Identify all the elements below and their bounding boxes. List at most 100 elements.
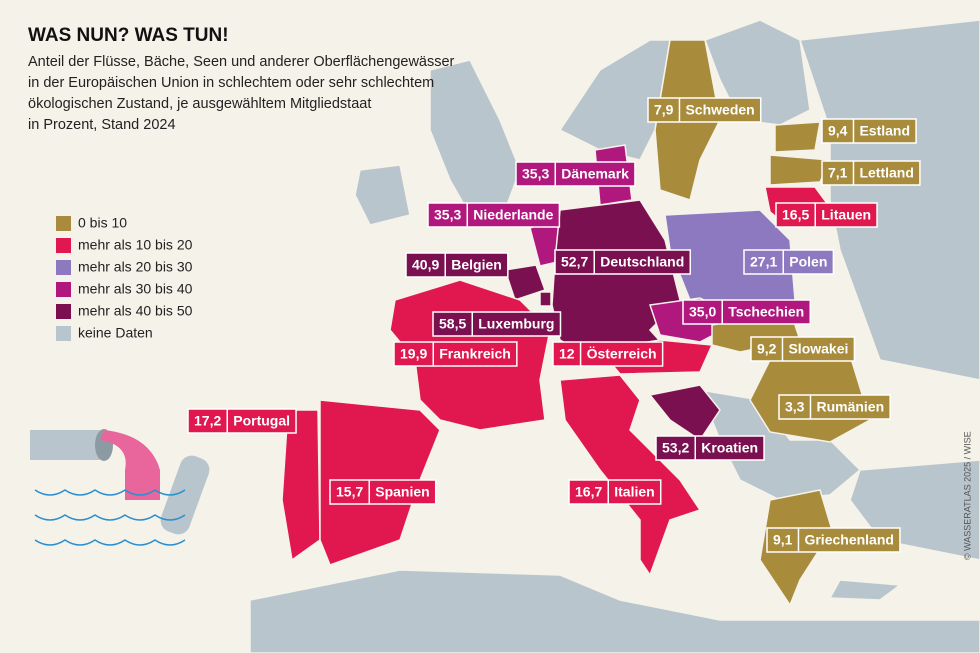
value-label: 40,9 — [412, 257, 439, 273]
subtitle-line: ökologischen Zustand, je ausgewähltem Mi… — [28, 96, 371, 112]
land-no-data — [249, 19, 980, 653]
legend-swatch — [56, 260, 71, 275]
value-label: 16,5 — [782, 207, 809, 223]
value-label: 15,7 — [336, 484, 363, 500]
label-box — [821, 118, 917, 144]
country-label: 17,2 Portugal — [187, 408, 297, 434]
label-box — [766, 527, 901, 553]
legend-swatch — [56, 326, 71, 341]
country-label: 53,2 Kroatien — [655, 435, 765, 461]
title: WAS NUN? WAS TUN! — [28, 25, 229, 46]
illustration — [30, 429, 210, 546]
label-box — [187, 408, 297, 434]
country-name: Litauen — [821, 207, 871, 223]
country-name: Schweden — [685, 102, 754, 118]
legend-swatch — [56, 282, 71, 297]
country-label: 9,4 Estland — [821, 118, 917, 144]
country-label: 40,9 Belgien — [405, 252, 509, 278]
value-label: 9,1 — [773, 532, 793, 548]
country-label: 9,2 Slowakei — [750, 336, 856, 362]
country-area — [504, 264, 546, 301]
value-label: 3,3 — [785, 399, 805, 415]
value-label: 35,0 — [689, 304, 716, 320]
country-label: 7,9 Schweden — [647, 97, 762, 123]
subtitle-line: in Prozent, Stand 2024 — [28, 117, 176, 133]
label-box — [750, 336, 856, 362]
country-name: Lettland — [859, 165, 913, 181]
country-label: 7,1 Lettland — [821, 160, 921, 186]
value-label: 58,5 — [439, 316, 466, 332]
country-name: Niederlande — [473, 207, 553, 223]
label-box — [821, 160, 921, 186]
country-name: Belgien — [451, 257, 502, 273]
value-label: 7,1 — [828, 165, 848, 181]
country-name: Dänemark — [561, 166, 629, 182]
label-box — [778, 394, 891, 420]
country-name: Frankreich — [439, 346, 511, 362]
label-box — [568, 479, 662, 505]
value-label: 12 — [559, 346, 575, 362]
country-label: 52,7 Deutschland — [554, 249, 692, 275]
label-box — [393, 341, 518, 367]
legend-swatch — [56, 238, 71, 253]
country-name: Slowakei — [788, 341, 848, 357]
country-label: 9,1 Griechenland — [766, 527, 901, 553]
country-name: Luxemburg — [478, 316, 554, 332]
label-box — [682, 299, 811, 325]
subtitle-line: in der Europäischen Union in schlechtem … — [28, 75, 434, 91]
country-area — [539, 291, 552, 307]
credit: © WASSERATLAS 2025 / WISE — [962, 431, 972, 560]
value-label: 7,9 — [654, 102, 674, 118]
value-label: 27,1 — [750, 254, 777, 270]
legend-label: mehr als 10 bis 20 — [78, 237, 193, 253]
value-label: 9,2 — [757, 341, 777, 357]
country-label: 35,0 Tschechien — [682, 299, 811, 325]
value-label: 9,4 — [828, 123, 848, 139]
value-label: 16,7 — [575, 484, 602, 500]
country-area — [551, 199, 681, 363]
country-name: Kroatien — [701, 440, 758, 456]
country-name: Deutschland — [600, 254, 684, 270]
country-label: 35,3 Niederlande — [427, 202, 561, 228]
country-name: Polen — [789, 254, 827, 270]
label-box — [405, 252, 509, 278]
country-area — [281, 409, 321, 562]
country-label: 16,5 Litauen — [775, 202, 878, 228]
legend-swatch — [56, 216, 71, 231]
country-label: 27,1 Polen — [743, 249, 835, 275]
legend-label: mehr als 20 bis 30 — [78, 259, 193, 275]
label-box — [775, 202, 878, 228]
country-name: Österreich — [587, 346, 657, 362]
label-box — [432, 311, 562, 337]
country-label: 58,5 Luxemburg — [432, 311, 562, 337]
label-box — [554, 249, 692, 275]
value-label: 17,2 — [194, 413, 221, 429]
label-box — [515, 161, 636, 187]
legend-label: mehr als 40 bis 50 — [78, 303, 193, 319]
country-name: Griechenland — [804, 532, 893, 548]
country-area — [648, 384, 721, 442]
country-label: 16,7 Italien — [568, 479, 662, 505]
country-label: 35,3 Dänemark — [515, 161, 636, 187]
country-name: Tschechien — [728, 304, 804, 320]
country-label: 12 Österreich — [552, 341, 664, 367]
value-label: 53,2 — [662, 440, 689, 456]
country-name: Italien — [614, 484, 654, 500]
label-box — [329, 479, 437, 505]
legend-label: keine Daten — [78, 325, 153, 341]
country-area — [559, 374, 702, 577]
value-label: 19,9 — [400, 346, 427, 362]
value-label: 35,3 — [522, 166, 549, 182]
country-area — [769, 154, 832, 186]
label-box — [743, 249, 835, 275]
label-box — [552, 341, 664, 367]
country-area — [774, 121, 821, 153]
legend-swatch — [56, 304, 71, 319]
country-label: 3,3 Rumänien — [778, 394, 891, 420]
country-name: Portugal — [233, 413, 290, 429]
label-box — [655, 435, 765, 461]
label-box — [427, 202, 561, 228]
country-name: Spanien — [375, 484, 429, 500]
